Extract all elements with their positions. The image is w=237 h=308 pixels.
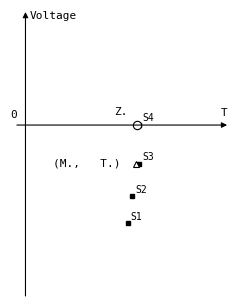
Text: Z.: Z. <box>114 107 128 116</box>
Text: Voltage: Voltage <box>30 11 77 21</box>
Text: (M.,   T.): (M., T.) <box>53 159 120 169</box>
Text: T: T <box>221 108 228 118</box>
Text: S2: S2 <box>135 184 147 195</box>
Text: 0: 0 <box>11 110 17 120</box>
Text: S4: S4 <box>142 113 154 123</box>
Text: S3: S3 <box>142 152 154 162</box>
Text: S1: S1 <box>131 212 143 221</box>
